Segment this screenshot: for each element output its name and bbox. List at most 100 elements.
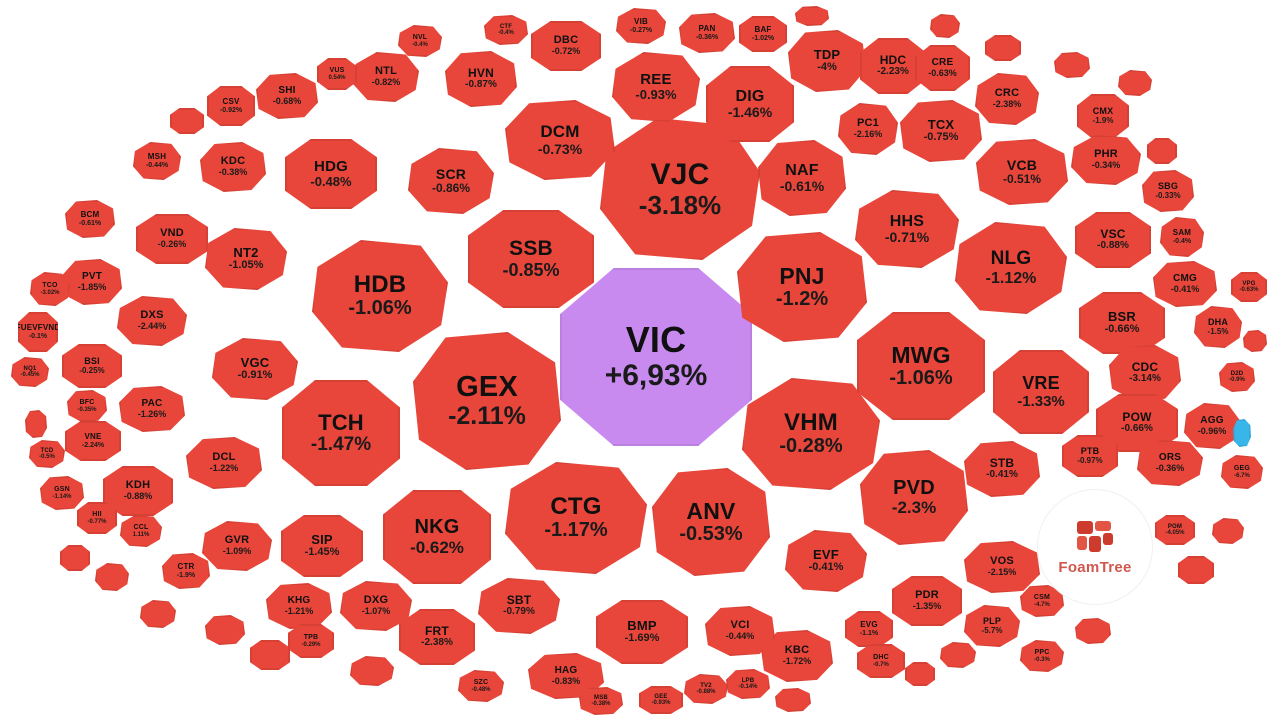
foam-cell[interactable] <box>95 563 129 591</box>
foam-cell[interactable] <box>1075 618 1111 644</box>
foam-cell[interactable] <box>905 662 935 686</box>
foam-cell-evf[interactable]: EVF -0.41% <box>785 530 867 592</box>
foam-cell-vpg[interactable]: VPG -0.63% <box>1231 272 1267 302</box>
foam-cell-agg[interactable]: AGG -0.96% <box>1184 403 1240 449</box>
foam-cell-ssb[interactable]: SSB -0.85% <box>468 210 594 308</box>
foam-cell-pom[interactable]: POM -4.05% <box>1155 515 1195 545</box>
foam-cell-baf[interactable]: BAF -1.02% <box>739 16 787 52</box>
foam-cell-pan[interactable]: PAN -0.36% <box>679 13 735 53</box>
foam-cell-nlg[interactable]: NLG -1.12% <box>955 222 1067 314</box>
foam-cell-vcb[interactable]: VCB -0.51% <box>976 139 1068 205</box>
foam-cell-hvn[interactable]: HVN -0.87% <box>445 51 517 107</box>
foam-cell-tch[interactable]: TCH -1.47% <box>282 380 400 486</box>
foam-cell[interactable] <box>25 410 47 438</box>
foam-cell-vci[interactable]: VCI -0.44% <box>705 606 775 656</box>
foam-cell-vhm[interactable]: VHM -0.28% <box>742 378 880 490</box>
foam-cell-kdh[interactable]: KDH -0.88% <box>103 466 173 516</box>
foam-cell[interactable] <box>940 642 976 668</box>
foam-cell-hhs[interactable]: HHS -0.71% <box>855 190 959 268</box>
foam-cell-ctr[interactable]: CTR -1.9% <box>162 553 210 589</box>
foam-cell-pdr[interactable]: PDR -1.35% <box>892 576 962 626</box>
foam-cell-tdp[interactable]: TDP -4% <box>788 30 866 92</box>
foam-cell-vic[interactable]: VIC +6,93% <box>560 268 752 446</box>
foam-cell-vgc[interactable]: VGC -0.91% <box>212 338 298 400</box>
foam-cell-ctg[interactable]: CTG -1.17% <box>505 462 647 574</box>
foam-cell-ccl[interactable]: CCL 1.11% <box>120 515 162 547</box>
foam-cell-szc[interactable]: SZC -0.48% <box>458 670 504 702</box>
foam-cell[interactable] <box>985 35 1021 61</box>
foam-cell-evg[interactable]: EVG -1.1% <box>845 611 893 647</box>
foam-cell-crc[interactable]: CRC -2.38% <box>975 73 1039 125</box>
foam-cell-vus[interactable]: VUS 0.54% <box>317 58 357 90</box>
foamtree-attribution[interactable]: FoamTree <box>1038 490 1152 604</box>
foam-cell-dhc[interactable]: DHC -0.7% <box>857 644 905 678</box>
foam-cell-gsn[interactable]: GSN -1.14% <box>40 476 84 510</box>
foam-cell[interactable] <box>1118 70 1152 96</box>
foam-cell-sam[interactable]: SAM -0.4% <box>1160 217 1204 257</box>
foam-cell-geg[interactable]: GEG -6.7% <box>1221 455 1263 489</box>
foam-cell-ctf[interactable]: CTF -0.4% <box>484 15 528 45</box>
foam-cell-bmp[interactable]: BMP -1.69% <box>596 600 688 664</box>
foam-cell-tcx[interactable]: TCX -0.75% <box>900 100 982 162</box>
foam-cell-ntl[interactable]: NTL -0.82% <box>353 52 419 102</box>
foam-cell-dbc[interactable]: DBC -0.72% <box>531 21 601 71</box>
foam-cell-ppc[interactable]: PPC -0.3% <box>1020 640 1064 672</box>
foam-cell-naf[interactable]: NAF -0.61% <box>758 140 846 216</box>
foam-cell[interactable] <box>350 656 394 686</box>
foam-cell[interactable] <box>250 640 290 670</box>
foam-cell-msh[interactable]: MSH -0.44% <box>133 142 181 180</box>
foam-cell-bsr[interactable]: BSR -0.66% <box>1079 292 1165 354</box>
foam-cell-bfc[interactable]: BFC -0.35% <box>67 390 107 422</box>
foam-cell-lpb[interactable]: LPB -0.14% <box>726 669 770 699</box>
foam-cell-tv2[interactable]: TV2 -0.88% <box>684 674 728 704</box>
foam-cell-sbg[interactable]: SBG -0.33% <box>1142 170 1194 212</box>
foam-cell-pc1[interactable]: PC1 -2.16% <box>838 103 898 155</box>
foam-cell-pvt[interactable]: PVT -1.85% <box>62 259 122 305</box>
foam-cell-plp[interactable]: PLP -5.7% <box>964 605 1020 647</box>
foam-cell-hdb[interactable]: HDB -1.06% <box>312 240 448 352</box>
foam-cell[interactable] <box>1212 518 1244 544</box>
foam-cell-gex[interactable]: GEX -2.11% <box>413 332 561 470</box>
foam-cell-csv[interactable]: CSV -0.92% <box>207 86 255 126</box>
foam-cell-fuevfvnd[interactable]: FUEVFVND -0.1% <box>18 312 58 352</box>
foam-cell-d2d[interactable]: D2D -0.9% <box>1219 362 1255 392</box>
foam-cell-dcm[interactable]: DCM -0.73% <box>505 100 615 180</box>
foam-cell-vos[interactable]: VOS -2.15% <box>964 541 1040 593</box>
foam-cell[interactable] <box>1178 556 1214 584</box>
foam-cell-vsc[interactable]: VSC -0.88% <box>1075 212 1151 268</box>
foam-cell[interactable] <box>1054 52 1090 78</box>
foam-cell[interactable] <box>205 615 245 645</box>
foam-cell-nvl[interactable]: NVL -0.4% <box>398 25 442 57</box>
foam-cell-mwg[interactable]: MWG -1.06% <box>857 312 985 420</box>
foam-cell-tpb[interactable]: TPB -0.29% <box>288 624 334 658</box>
foam-cell-dig[interactable]: DIG -1.46% <box>706 66 794 142</box>
foam-cell-phr[interactable]: PHR -0.34% <box>1071 135 1141 185</box>
foam-cell-ree[interactable]: REE -0.93% <box>612 52 700 122</box>
foam-cell-ptb[interactable]: PTB -0.97% <box>1062 435 1118 477</box>
foam-cell-tcd[interactable]: TCD -0.5% <box>29 440 65 468</box>
foam-cell-bsi[interactable]: BSI -0.25% <box>62 344 122 388</box>
foam-cell-dcl[interactable]: DCL -1.22% <box>186 437 262 489</box>
foam-cell-khg[interactable]: KHG -1.21% <box>266 583 332 629</box>
foam-cell-vre[interactable]: VRE -1.33% <box>993 350 1089 434</box>
foam-cell-frt[interactable]: FRT -2.38% <box>399 609 475 665</box>
foam-cell-pnj[interactable]: PNJ -1.2% <box>737 232 867 342</box>
foam-cell-stb[interactable]: STB -0.41% <box>964 441 1040 497</box>
foam-cell-hii[interactable]: HII -0.77% <box>77 502 117 534</box>
foam-cell-ors[interactable]: ORS -0.36% <box>1137 440 1203 486</box>
foam-cell[interactable] <box>60 545 90 571</box>
foam-cell-bcm[interactable]: BCM -0.61% <box>65 200 115 238</box>
foam-cell-sip[interactable]: SIP -1.45% <box>281 515 363 577</box>
foam-cell-cre[interactable]: CRE -0.63% <box>915 45 970 91</box>
foam-cell-kdc[interactable]: KDC -0.38% <box>200 142 266 192</box>
foam-cell-nt2[interactable]: NT2 -1.05% <box>205 228 287 290</box>
foam-cell-gee[interactable]: GEE -0.93% <box>639 686 683 714</box>
foam-cell-msb[interactable]: MSB -0.38% <box>579 687 623 715</box>
foam-cell-cmg[interactable]: CMG -0.41% <box>1153 261 1217 307</box>
foam-cell[interactable] <box>1243 330 1267 352</box>
foam-cell[interactable] <box>1147 138 1177 164</box>
foam-cell[interactable] <box>140 600 176 628</box>
foam-cell-cmx[interactable]: CMX -1.9% <box>1077 94 1129 138</box>
foam-cell[interactable] <box>775 688 811 712</box>
